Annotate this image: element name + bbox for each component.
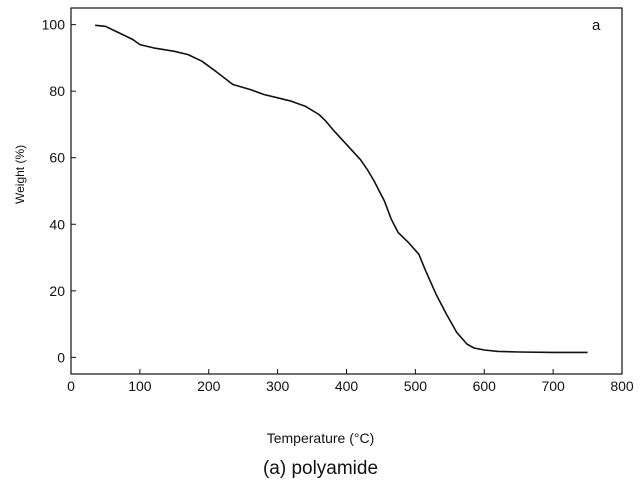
figure-caption: (a) polyamide — [262, 458, 379, 479]
y-axis-label: Weight (%) — [13, 144, 27, 204]
x-axis-label: Temperature (°C) — [266, 430, 375, 446]
series-line-1 — [95, 24, 588, 354]
y-tick-label: 0 — [57, 349, 65, 365]
y-tick-label: 20 — [49, 283, 65, 299]
x-tick-label: 300 — [266, 378, 290, 394]
x-tick-label: 500 — [404, 378, 428, 394]
x-tick-label: 100 — [128, 378, 152, 394]
tick-labels: 0 100 200 300 400 500 600 700 800 0 20 40 60 80 100 — [42, 17, 634, 394]
axes — [70, 7, 623, 375]
y-tick-label: 40 — [49, 216, 65, 232]
y-tick-label: 100 — [42, 17, 66, 33]
y-tick-label: 60 — [49, 150, 65, 166]
x-tick-label: 800 — [610, 378, 634, 394]
panel-label: a — [592, 17, 601, 34]
x-tick-label: 700 — [541, 378, 565, 394]
tick-marks — [70, 24, 623, 374]
x-tick-label: 200 — [197, 378, 221, 394]
x-tick-label: 400 — [335, 378, 359, 394]
x-tick-label: 0 — [67, 378, 75, 394]
y-tick-label: 80 — [49, 83, 65, 99]
plot-frame — [70, 7, 623, 375]
series — [95, 24, 588, 354]
x-tick-label: 600 — [473, 378, 497, 394]
